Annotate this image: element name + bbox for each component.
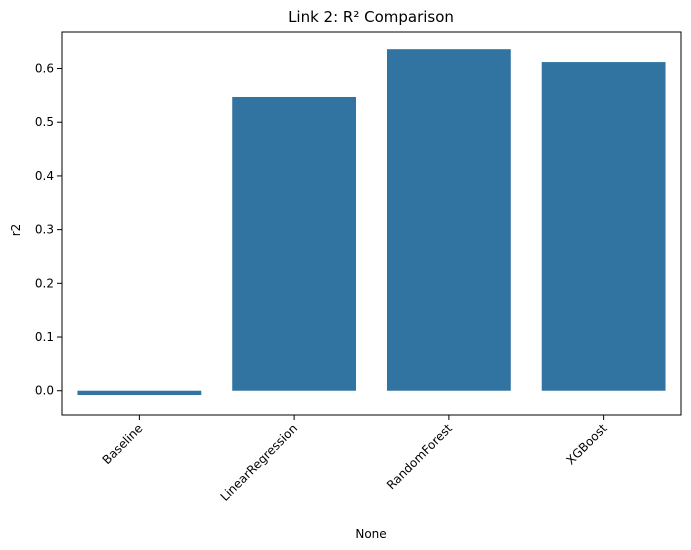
y-tick-label: 0.6 — [35, 62, 54, 76]
y-tick-label: 0.0 — [35, 384, 54, 398]
y-tick-label: 0.4 — [35, 169, 54, 183]
bar-randomforest — [386, 49, 511, 391]
chart-title: Link 2: R² Comparison — [288, 8, 454, 26]
x-tick-label: Baseline — [100, 421, 146, 467]
x-tick-label: LinearRegression — [218, 421, 301, 504]
x-axis-label: None — [355, 527, 386, 541]
y-tick-label: 0.3 — [35, 223, 54, 237]
bar-baseline — [77, 390, 202, 396]
y-tick-label: 0.5 — [35, 115, 54, 129]
bars-group — [77, 49, 666, 396]
x-tick-label: XGBoost — [563, 421, 609, 467]
y-tick-label: 0.1 — [35, 330, 54, 344]
y-tick-label: 0.2 — [35, 276, 54, 290]
x-axis: Baseline LinearRegression RandomForest XGBo… — [100, 415, 610, 504]
y-axis-label: r2 — [9, 224, 23, 237]
x-tick-label: RandomForest — [384, 421, 455, 492]
bar-xgboost — [541, 62, 666, 391]
plot-frame — [61, 31, 682, 416]
y-axis: 0.0 0.1 0.2 0.3 0.4 0.5 0.6 — [35, 62, 62, 398]
bar-linearregression — [232, 96, 357, 391]
